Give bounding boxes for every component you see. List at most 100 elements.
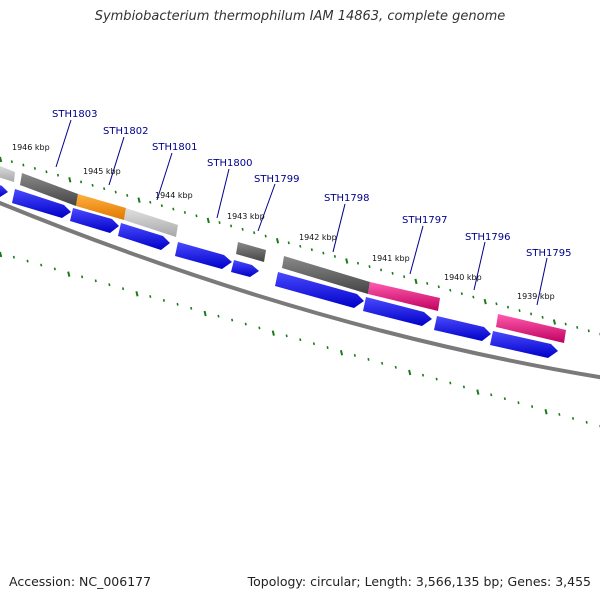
gene-label[interactable]: STH1796 (465, 232, 510, 243)
minor-tick (172, 207, 175, 211)
minor-tick (541, 315, 544, 319)
kbp-label: 1945 kbp (83, 167, 121, 176)
accession-text: Accession: NC_006177 (9, 574, 152, 589)
minor-tick (149, 295, 152, 298)
minor-tick (53, 267, 56, 271)
cds-arrow-sth1796 (434, 316, 491, 341)
major-tick (408, 369, 412, 376)
outer-tick-row (0, 156, 600, 336)
cds-arrow-sth1799 (231, 260, 259, 277)
major-tick (68, 177, 72, 183)
gene-label[interactable]: STH1801 (152, 142, 197, 153)
minor-tick (287, 241, 290, 245)
minor-tick (518, 309, 521, 312)
gene-label[interactable]: STH1800 (207, 158, 252, 169)
minor-tick (217, 314, 220, 318)
minor-tick (333, 254, 336, 258)
minor-tick (571, 416, 575, 420)
minor-tick (26, 259, 29, 263)
major-tick (414, 278, 418, 285)
minor-tick (190, 306, 193, 310)
minor-tick (195, 214, 198, 218)
minor-tick (103, 187, 106, 191)
genome-backbone (0, 200, 600, 380)
minor-tick (244, 322, 247, 326)
minor-tick (91, 183, 94, 187)
gene-labels: STH1803 STH1802 STH1801 STH1800 STH1799 … (52, 109, 571, 259)
minor-tick (108, 283, 111, 287)
gene-label-leaders (55, 119, 548, 306)
minor-tick (218, 221, 221, 224)
major-tick (137, 197, 141, 203)
cds-arrow-sth1797 (363, 297, 432, 326)
kbp-label: 1943 kbp (227, 212, 265, 221)
minor-tick (403, 275, 406, 279)
minor-tick (162, 298, 166, 302)
cds-arrow-sth1801 (118, 223, 170, 250)
minor-tick (585, 420, 588, 424)
kbp-label: 1940 kbp (444, 273, 482, 282)
minor-tick (299, 244, 302, 248)
major-tick (271, 330, 275, 336)
minor-tick (79, 180, 83, 184)
minor-tick (460, 292, 463, 296)
minor-tick (437, 285, 440, 289)
minor-tick (490, 393, 493, 397)
major-tick (67, 271, 71, 277)
minor-tick (529, 312, 533, 316)
minor-tick (114, 190, 117, 194)
minor-tick (231, 318, 234, 322)
gene-label[interactable]: STH1798 (324, 193, 369, 204)
gene-label[interactable]: STH1803 (52, 109, 97, 120)
minor-tick (264, 234, 267, 238)
minor-tick (183, 210, 186, 214)
minor-tick (391, 271, 394, 275)
kbp-label: 1946 kbp (12, 143, 50, 152)
gene-feature-row (0, 166, 566, 343)
minor-tick (356, 261, 360, 265)
cds-arrow-sth1802 (70, 208, 119, 233)
gene-bar-sth1798 (282, 256, 370, 294)
minor-tick (40, 263, 43, 267)
minor-tick (241, 227, 244, 231)
minor-tick (12, 255, 16, 259)
minor-tick (258, 326, 261, 330)
minor-tick (564, 322, 567, 326)
gene-label[interactable]: STH1795 (526, 248, 571, 259)
minor-tick (45, 170, 48, 174)
kbp-label: 1939 kbp (517, 292, 555, 301)
minor-tick (285, 334, 288, 338)
minor-tick (299, 338, 302, 342)
major-tick (476, 389, 480, 395)
kbp-labels: 1946 kbp 1945 kbp 1944 kbp 1943 kbp 1942… (12, 143, 555, 301)
major-tick (544, 409, 548, 415)
major-tick (135, 291, 139, 297)
minor-tick (310, 248, 313, 252)
minor-tick (253, 231, 256, 235)
minor-tick (367, 357, 370, 361)
cds-arrow-row (0, 185, 558, 358)
minor-tick (381, 361, 384, 365)
major-tick (0, 251, 3, 258)
minor-tick (426, 282, 429, 285)
minor-tick (322, 251, 325, 255)
cds-arrow-sth1800 (175, 242, 232, 269)
major-tick (203, 310, 207, 317)
gene-label[interactable]: STH1799 (254, 174, 299, 185)
minor-tick (558, 413, 561, 416)
minor-tick (576, 326, 579, 329)
gene-label[interactable]: STH1802 (103, 126, 148, 137)
minor-tick (81, 275, 84, 279)
minor-tick (503, 397, 506, 401)
gene-label[interactable]: STH1797 (402, 215, 447, 226)
minor-tick (495, 302, 498, 306)
minor-tick (56, 173, 60, 177)
gene-bar-sth1802 (76, 194, 126, 220)
major-tick (0, 156, 3, 163)
minor-tick (22, 163, 25, 167)
minor-tick (229, 224, 233, 228)
minor-tick (326, 346, 329, 350)
minor-tick (449, 288, 452, 292)
minor-tick (312, 342, 316, 346)
